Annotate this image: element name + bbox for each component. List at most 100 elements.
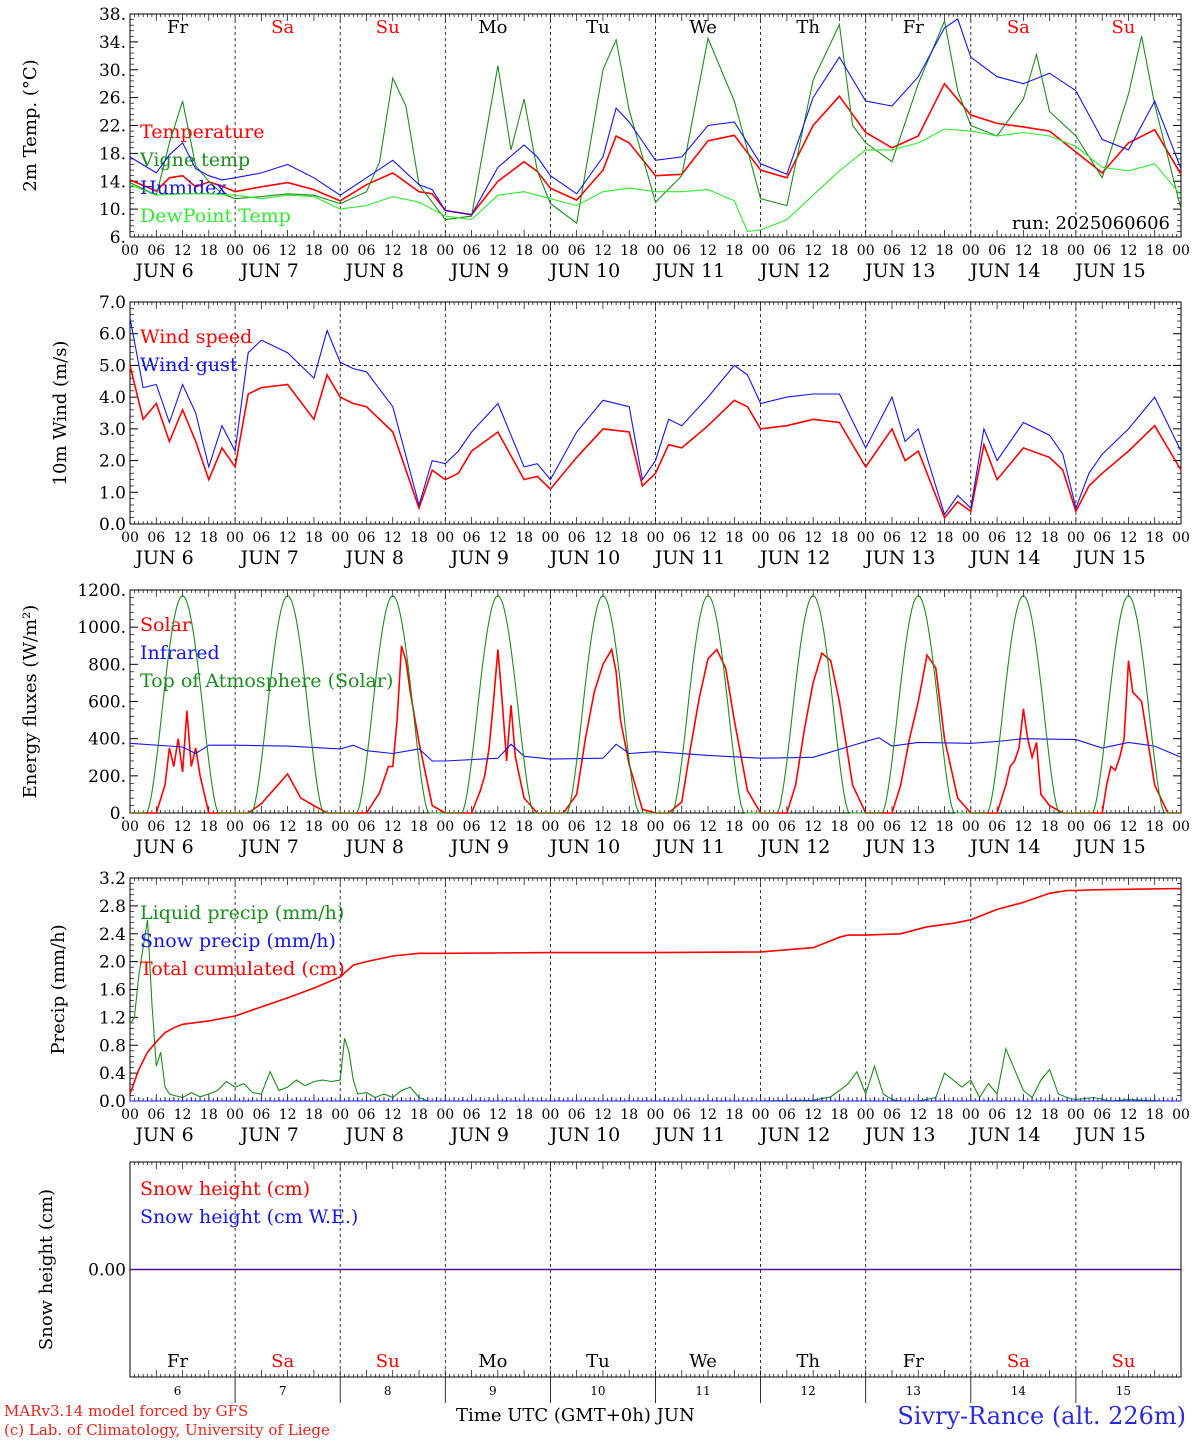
x-hour-label: 00: [331, 530, 349, 546]
x-hour-label: 00: [857, 243, 875, 259]
x-date-label: JUN 12: [758, 260, 830, 282]
day-of-week-label: Mo: [478, 17, 507, 38]
x-hour-label: 06: [252, 1107, 270, 1123]
x-hour-label: 06: [463, 243, 481, 259]
x-date-label: JUN 7: [238, 836, 298, 858]
y-tick-label: 2.0: [99, 953, 126, 973]
x-hour-label: 18: [200, 819, 218, 835]
x-date-label: JUN 12: [758, 836, 830, 858]
run-annotation: run: 2025060606: [1012, 213, 1170, 234]
x-date-label: JUN 6: [133, 1124, 193, 1146]
x-hour-label: 18: [1041, 243, 1059, 259]
x-hour-label: 12: [384, 819, 402, 835]
panel-5: 0.00 Snow height (cm) Snow height (cm) Snow…: [36, 1161, 1182, 1403]
series-line: [129, 365, 1182, 520]
x-hour-label: 00: [857, 530, 875, 546]
y-tick-label: 4.0: [99, 388, 126, 408]
y-tick-label: 3.0: [99, 420, 126, 440]
x-hour-label: 06: [883, 243, 901, 259]
x-hour-label: 06: [673, 1107, 691, 1123]
panel-2: 0.0 1.0 2.0 3.0 4.0 5.0 6.0 7.0 10m Wind (m/s) Wi…: [50, 293, 1190, 569]
day-of-week-label: Tu: [586, 1351, 610, 1372]
x-date-label: JUN 8: [344, 836, 404, 858]
x-hour-label: 06: [883, 819, 901, 835]
x-hour-label: 18: [1041, 819, 1059, 835]
legend-entry: Total cumulated (cm): [140, 958, 345, 980]
x-hour-label: 06: [358, 819, 376, 835]
x-hour-label: 18: [620, 243, 638, 259]
x-hour-label: 12: [279, 530, 297, 546]
x-hour-label: 00: [1067, 819, 1085, 835]
y-tick-label: 6.: [110, 228, 126, 248]
x-date-label: JUN 15: [1073, 1124, 1145, 1146]
x-date-number: 9: [489, 1384, 497, 1398]
x-hour-label: 12: [699, 243, 717, 259]
x-hour-label: 12: [1014, 1107, 1032, 1123]
x-hour-label: 18: [725, 819, 743, 835]
y-tick-label: 0.: [110, 804, 126, 824]
x-hour-label: 12: [489, 819, 507, 835]
x-hour-label: 06: [568, 530, 586, 546]
x-date-label: JUN 14: [968, 547, 1040, 569]
x-hour-label: 00: [752, 243, 770, 259]
x-hour-label: 12: [699, 1107, 717, 1123]
x-hour-label: 12: [909, 819, 927, 835]
x-hour-label: 18: [515, 1107, 533, 1123]
x-date-number: 14: [1011, 1384, 1027, 1398]
x-hour-label: 18: [831, 243, 849, 259]
x-hour-label: 00: [962, 819, 980, 835]
x-hour-label: 06: [778, 530, 796, 546]
x-hour-label: 18: [515, 819, 533, 835]
x-hour-label: 06: [463, 530, 481, 546]
x-hour-label: 00: [541, 1107, 559, 1123]
x-date-label: JUN 13: [863, 836, 935, 858]
x-hour-label: 06: [778, 243, 796, 259]
x-hour-label: 18: [410, 1107, 428, 1123]
series-line: [129, 737, 1182, 762]
x-hour-label: 12: [1014, 819, 1032, 835]
x-hour-label: 00: [1067, 1107, 1085, 1123]
y-tick-label: 200.: [88, 767, 126, 787]
lab-credit: (c) Lab. of Climatology, University of L…: [4, 1421, 330, 1439]
x-hour-label: 06: [673, 819, 691, 835]
x-date-label: JUN 11: [653, 836, 725, 858]
x-hour-label: 00: [436, 530, 454, 546]
y-tick-label: 26.: [99, 89, 126, 109]
x-date-label: JUN 13: [863, 1124, 935, 1146]
x-hour-label: 12: [1120, 819, 1138, 835]
x-hour-label: 00: [226, 243, 244, 259]
x-hour-label: 06: [463, 1107, 481, 1123]
series-line: [129, 18, 1182, 216]
x-hour-label: 18: [725, 1107, 743, 1123]
time-axis-label: Time UTC (GMT+0h) JUN: [456, 1405, 695, 1426]
x-hour-label: 06: [358, 530, 376, 546]
x-hour-label: 18: [1146, 1107, 1164, 1123]
y-tick-label: 5.0: [99, 356, 126, 376]
x-hour-label: 00: [121, 1107, 139, 1123]
series-line: [129, 19, 1182, 225]
day-of-week-label: We: [689, 17, 717, 38]
x-hour-label: 18: [936, 530, 954, 546]
x-hour-label: 12: [489, 243, 507, 259]
x-hour-label: 18: [725, 530, 743, 546]
x-hour-label: 18: [1146, 819, 1164, 835]
model-credit: MARv3.14 model forced by GFS: [4, 1402, 249, 1420]
x-hour-label: 12: [279, 1107, 297, 1123]
day-of-week-label: Su: [376, 1351, 400, 1372]
y-axis-label: 10m Wind (m/s): [50, 341, 71, 486]
x-hour-label: 12: [384, 243, 402, 259]
x-hour-label: 00: [647, 819, 665, 835]
x-hour-label: 00: [226, 819, 244, 835]
x-hour-label: 06: [147, 243, 165, 259]
x-hour-label: 12: [804, 819, 822, 835]
day-of-week-label: Sa: [271, 1351, 294, 1372]
x-date-label: JUN 14: [968, 260, 1040, 282]
x-date-label: JUN 10: [548, 260, 620, 282]
x-date-label: JUN 11: [653, 260, 725, 282]
x-hour-label: 18: [1041, 530, 1059, 546]
x-date-label: JUN 14: [968, 836, 1040, 858]
x-hour-label: 12: [804, 243, 822, 259]
x-hour-label: 00: [1172, 243, 1190, 259]
x-date-label: JUN 10: [548, 547, 620, 569]
x-hour-label: 12: [279, 819, 297, 835]
